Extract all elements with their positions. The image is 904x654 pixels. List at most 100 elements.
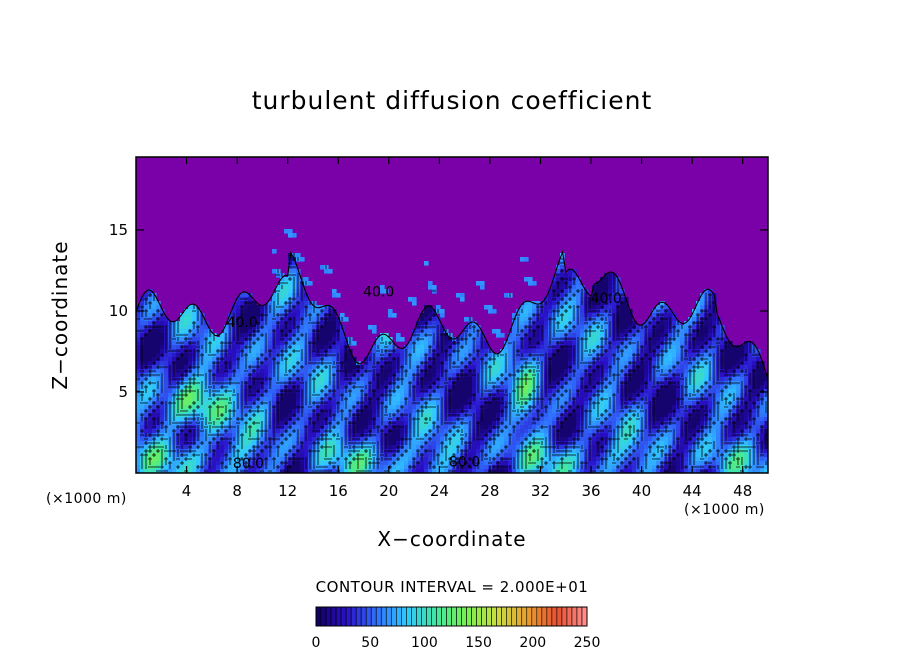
field-cell <box>524 349 529 354</box>
field-cell <box>728 349 733 354</box>
field-cell <box>368 361 373 366</box>
field-cell <box>708 389 713 394</box>
field-cell <box>584 381 589 386</box>
field-cell <box>288 361 293 366</box>
field-cell <box>368 425 373 430</box>
field-cell <box>236 349 241 354</box>
field-cell <box>696 345 701 350</box>
field-cell <box>408 369 413 374</box>
field-cell <box>708 317 713 322</box>
field-cell <box>208 361 213 366</box>
field-cell <box>604 361 609 366</box>
field-cell <box>232 345 237 350</box>
field-cell <box>384 401 389 406</box>
field-cell <box>568 281 573 286</box>
field-cell <box>220 333 225 338</box>
field-cell <box>228 357 233 362</box>
field-cell <box>500 425 505 430</box>
field-cell <box>596 329 601 334</box>
field-cell <box>544 333 549 338</box>
field-cell <box>256 349 261 354</box>
field-cell <box>244 329 249 334</box>
field-cell <box>436 357 441 362</box>
field-cell <box>476 345 481 350</box>
field-cell <box>492 369 497 374</box>
field-cell <box>232 357 237 362</box>
field-cell <box>656 337 661 342</box>
field-cell <box>608 393 613 398</box>
field-cell <box>276 385 281 390</box>
field-cell <box>156 321 161 326</box>
field-cell <box>576 329 581 334</box>
field-cell <box>544 421 549 426</box>
field-cell <box>608 277 613 282</box>
field-cell <box>524 277 529 282</box>
field-cell <box>592 377 597 382</box>
field-cell <box>556 369 561 374</box>
field-cell <box>752 357 757 362</box>
field-cell <box>600 321 605 326</box>
field-cell <box>152 329 157 334</box>
field-cell <box>560 301 565 306</box>
field-cell <box>328 433 333 438</box>
field-cell <box>264 393 269 398</box>
field-cell <box>304 321 309 326</box>
field-cell <box>748 405 753 410</box>
field-cell <box>676 325 681 330</box>
field-cell <box>676 433 681 438</box>
field-cell <box>336 397 341 402</box>
field-cell <box>608 273 613 278</box>
field-cell <box>732 365 737 370</box>
field-cell <box>552 281 557 286</box>
field-cell <box>176 429 181 434</box>
field-cell <box>656 421 661 426</box>
field-cell <box>148 417 153 422</box>
field-cell <box>664 329 669 334</box>
field-cell <box>388 365 393 370</box>
field-cell <box>292 393 297 398</box>
field-cell <box>552 365 557 370</box>
field-cell <box>576 385 581 390</box>
field-cell <box>316 377 321 382</box>
field-cell <box>544 349 549 354</box>
field-cell <box>636 389 641 394</box>
field-cell <box>668 389 673 394</box>
field-cell <box>296 401 301 406</box>
field-cell <box>428 281 433 286</box>
field-cell <box>192 337 197 342</box>
field-cell <box>212 397 217 402</box>
field-cell <box>740 365 745 370</box>
field-cell <box>588 429 593 434</box>
field-cell <box>620 377 625 382</box>
field-cell <box>612 365 617 370</box>
field-cell <box>220 337 225 342</box>
field-cell <box>528 301 533 306</box>
field-cell <box>152 365 157 370</box>
field-cell <box>580 321 585 326</box>
field-cell <box>496 381 501 386</box>
field-cell <box>496 413 501 418</box>
field-cell <box>600 425 605 430</box>
field-cell <box>484 393 489 398</box>
field-cell <box>604 365 609 370</box>
field-cell <box>296 373 301 378</box>
field-cell <box>280 405 285 410</box>
field-cell <box>388 313 393 318</box>
field-cell <box>136 321 141 326</box>
field-cell <box>284 289 289 294</box>
field-cell <box>428 425 433 430</box>
field-cell <box>372 349 377 354</box>
field-cell <box>716 333 721 338</box>
field-cell <box>360 417 365 422</box>
field-cell <box>496 405 501 410</box>
field-cell <box>564 361 569 366</box>
field-cell <box>176 353 181 358</box>
field-cell <box>532 361 537 366</box>
field-cell <box>180 437 185 442</box>
field-cell <box>756 401 761 406</box>
field-cell <box>392 365 397 370</box>
field-cell <box>664 325 669 330</box>
field-cell <box>428 401 433 406</box>
field-cell <box>152 301 157 306</box>
field-cell <box>284 285 289 290</box>
